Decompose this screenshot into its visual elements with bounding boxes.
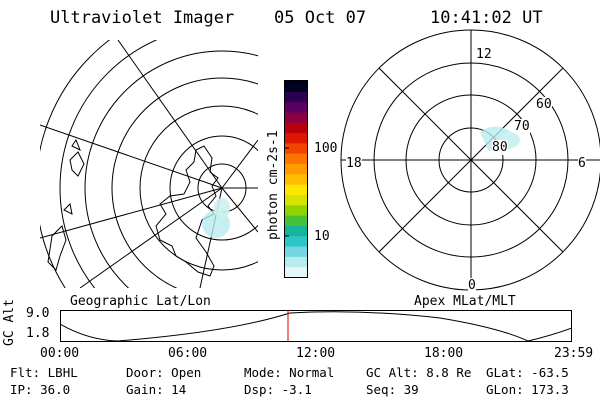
mlat-label-80: 80 <box>492 140 508 155</box>
meta-gain: Gain: 14 <box>126 382 187 397</box>
colorbar-segment <box>285 91 307 103</box>
meridian-line <box>221 139 258 189</box>
colorbar-segment <box>285 111 307 123</box>
altitude-xtick-4: 23:59 <box>554 346 594 361</box>
mlat-label-60: 60 <box>536 97 552 112</box>
colorbar-frame <box>284 80 308 278</box>
colorbar-tick-10: 10 <box>314 229 330 244</box>
observation-date: 05 Oct 07 <box>274 8 367 28</box>
colorbar-segment <box>285 173 307 185</box>
mlt-label-6: 6 <box>578 156 586 171</box>
meta-glon: GLon: 173.3 <box>486 382 569 397</box>
mlat-label-70: 70 <box>514 119 530 134</box>
altitude-ytick-min: 1.8 <box>26 326 50 341</box>
meridian-line <box>79 187 223 288</box>
lat-circle <box>111 77 258 288</box>
lat-circle <box>84 50 258 288</box>
colorbar-segment <box>285 225 307 237</box>
mlt-axis-line <box>378 67 564 253</box>
meridian-line <box>117 40 223 189</box>
instrument-title: Ultraviolet Imager <box>50 8 235 28</box>
lat-circle <box>139 105 258 271</box>
antarctica-coastline <box>155 145 219 277</box>
altitude-xtick-0: 00:00 <box>40 346 80 361</box>
altitude-plot-frame <box>60 310 572 342</box>
lat-circle <box>169 135 258 241</box>
meta-gc-alt: GC Alt: 8.8 Re <box>366 365 472 380</box>
meta-glat: GLat: -63.5 <box>486 365 569 380</box>
aurora-emission <box>214 198 230 218</box>
right-panel-caption: Apex MLat/MLT <box>414 294 516 309</box>
island-coastline <box>63 202 73 215</box>
altitude-ytick-max: 9.0 <box>26 306 50 321</box>
colorbar-tick-100: 100 <box>314 141 338 156</box>
island-coastline <box>71 138 81 152</box>
altitude-xtick-3: 18:00 <box>424 346 464 361</box>
colorbar-segment <box>285 122 307 134</box>
colorbar-segment <box>285 215 307 226</box>
meridian-line <box>221 187 258 233</box>
landmass-coastline <box>47 225 67 271</box>
lat-ring-60 <box>373 62 569 258</box>
colorbar-segment <box>285 142 307 154</box>
colorbar-segment <box>285 101 307 113</box>
colorbar-segment <box>285 266 307 278</box>
colorbar-segment <box>285 204 307 216</box>
colorbar-segment <box>285 256 307 268</box>
meta-mode: Mode: Normal <box>244 365 335 380</box>
altitude-ylabel: GC Alt <box>2 299 17 346</box>
colorbar-segment <box>285 132 307 144</box>
lat-circle <box>59 40 158 288</box>
mlt-label-0: 0 <box>468 278 476 293</box>
island-coastline <box>69 151 85 177</box>
colorbar-segment <box>285 194 307 206</box>
lat-ring-80 <box>438 127 504 193</box>
colorbar-segment <box>285 235 307 247</box>
meta-flt: Flt: LBHL <box>10 365 78 380</box>
lat-ring-70 <box>405 94 537 226</box>
colorbar-segment <box>285 246 307 257</box>
altitude-curve <box>60 311 572 342</box>
meta-seq: Seq: 39 <box>366 382 419 397</box>
observation-time: 10:41:02 UT <box>430 8 543 28</box>
mlt-label-18: 18 <box>346 156 362 171</box>
mlt-label-12: 12 <box>476 47 492 62</box>
colorbar-segment <box>285 163 307 175</box>
colorbar <box>284 80 308 278</box>
altitude-xtick-1: 06:00 <box>168 346 208 361</box>
colorbar-segment <box>285 81 307 92</box>
meta-door: Door: Open <box>126 365 202 380</box>
altitude-plot <box>60 310 572 342</box>
meridian-line <box>40 187 223 239</box>
left-panel-caption: Geographic Lat/Lon <box>70 294 211 309</box>
meta-ip: IP: 36.0 <box>10 382 71 397</box>
meta-dsp: Dsp: -3.1 <box>244 382 312 397</box>
meridian-line <box>40 124 223 189</box>
colorbar-segment <box>285 184 307 195</box>
colorbar-segment <box>285 153 307 165</box>
altitude-xtick-2: 12:00 <box>296 346 336 361</box>
